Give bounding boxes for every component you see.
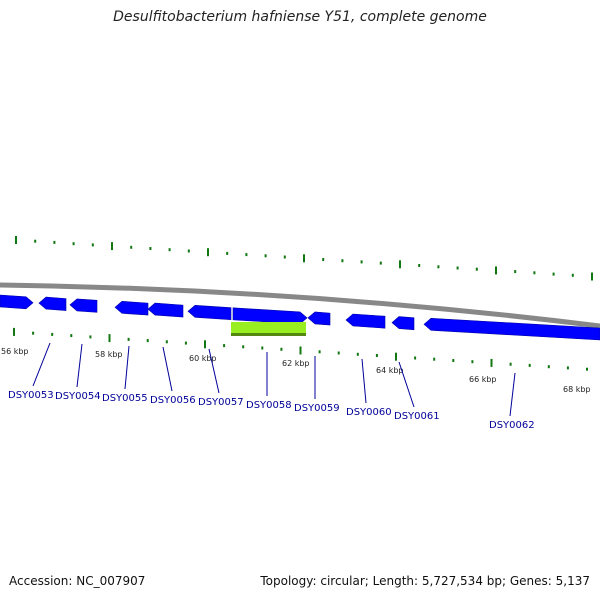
highlighted-gene-feature[interactable] xyxy=(231,322,306,336)
gene-leader-line xyxy=(32,342,51,387)
gene-label[interactable]: DSY0055 xyxy=(102,393,148,404)
gene-labels[interactable]: DSY0053 DSY0054 DSY0055 DSY0056 DSY0057 DSY00… xyxy=(8,342,535,431)
gene-label[interactable]: DSY0056 xyxy=(150,395,196,406)
gene-label[interactable]: DSY0053 xyxy=(8,390,54,401)
gene-arrow[interactable] xyxy=(423,317,600,341)
gene-arrow[interactable] xyxy=(0,294,34,310)
genome-title: Desulfitobacterium hafniense Y51, comple… xyxy=(113,9,487,25)
scale-label: 66 kbp xyxy=(469,375,497,384)
gene-label[interactable]: DSY0061 xyxy=(394,411,440,422)
gene-track[interactable] xyxy=(0,294,600,341)
gene-label[interactable]: DSY0059 xyxy=(294,403,340,414)
accession-label: Accession: NC_007907 xyxy=(9,574,146,588)
scale-label: 56 kbp xyxy=(1,347,29,356)
inner-tick-row xyxy=(13,327,588,371)
genome-backbone xyxy=(0,282,600,329)
gene-arrow[interactable] xyxy=(345,313,386,329)
gene-label[interactable]: DSY0058 xyxy=(246,400,292,411)
scale-label: 68 kbp xyxy=(563,385,591,394)
gene-arrow[interactable] xyxy=(114,300,149,316)
scale-label: 62 kbp xyxy=(282,359,310,368)
gene-arrow[interactable] xyxy=(187,304,232,321)
gene-label[interactable]: DSY0060 xyxy=(346,407,392,418)
gene-arrow[interactable] xyxy=(391,316,415,331)
highlight-bar xyxy=(231,322,306,333)
outer-tick-row xyxy=(15,236,593,281)
gene-label[interactable]: DSY0057 xyxy=(198,397,244,408)
scale-label: 64 kbp xyxy=(376,366,404,375)
gene-leader-line xyxy=(162,346,173,392)
highlight-bar-shadow xyxy=(231,333,306,336)
gene-arrow[interactable] xyxy=(69,298,98,313)
gene-label[interactable]: DSY0054 xyxy=(55,391,101,402)
scale-labels: 56 kbp 58 kbp 60 kbp 62 kbp 64 kbp 66 kbp 68 k… xyxy=(1,347,591,394)
gene-arrow[interactable] xyxy=(307,311,331,326)
scale-label: 60 kbp xyxy=(189,354,217,363)
gene-leader-line xyxy=(398,361,415,408)
genome-summary: Topology: circular; Length: 5,727,534 bp… xyxy=(260,574,590,588)
gene-leader-line xyxy=(124,345,130,390)
gene-leader-line xyxy=(208,348,220,394)
gene-leader-line xyxy=(361,358,367,404)
scale-label: 58 kbp xyxy=(95,350,123,359)
gene-leader-line xyxy=(76,343,83,388)
gene-label[interactable]: DSY0062 xyxy=(489,420,535,431)
gene-arrow[interactable] xyxy=(147,302,184,318)
gene-arrow[interactable] xyxy=(232,307,308,325)
gene-leader-line xyxy=(509,372,516,417)
gene-arrow[interactable] xyxy=(38,296,67,311)
